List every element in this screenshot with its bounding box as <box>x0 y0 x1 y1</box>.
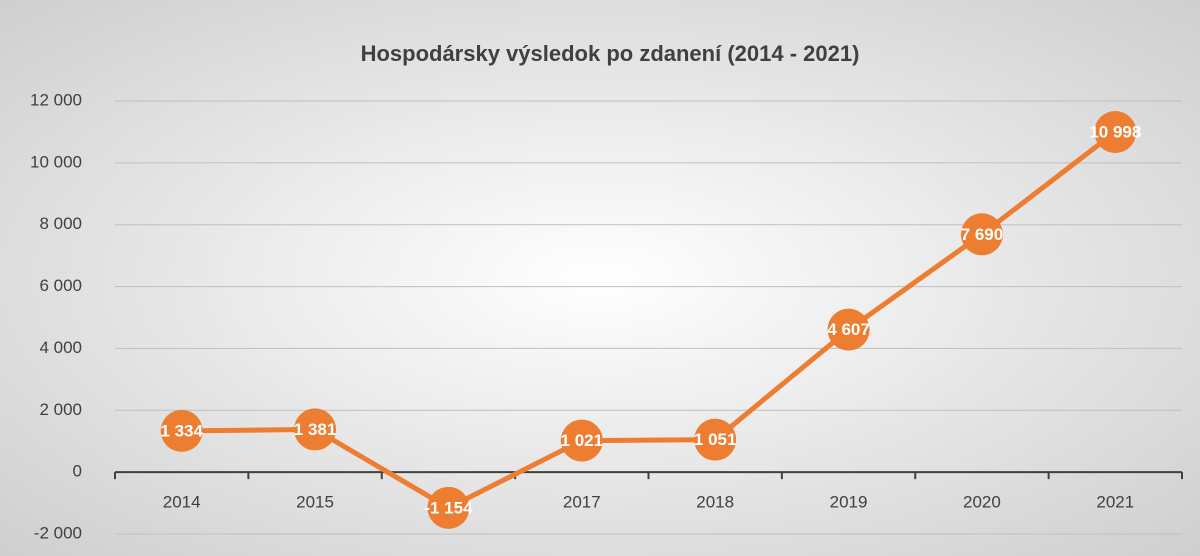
data-label: 1 051 <box>694 430 737 449</box>
y-tick-label: 0 <box>73 462 82 481</box>
marker <box>694 418 737 461</box>
marker <box>294 408 337 451</box>
data-label: 1 021 <box>561 431 604 450</box>
marker <box>1094 110 1137 153</box>
x-tick-label: 2015 <box>296 493 334 512</box>
data-label: 1 334 <box>160 421 203 440</box>
y-tick-label: 2 000 <box>39 400 82 419</box>
x-tick-label: 2018 <box>696 493 734 512</box>
y-tick-label: 10 000 <box>30 152 82 171</box>
y-tick-label: 8 000 <box>39 214 82 233</box>
data-label: 1 381 <box>294 420 337 439</box>
chart-title: Hospodársky výsledok po zdanení (2014 - … <box>361 41 860 66</box>
data-label: 4 607 <box>827 320 870 339</box>
y-tick-label: -2 000 <box>34 523 82 542</box>
marker <box>560 419 603 462</box>
x-tick-label: 2021 <box>1096 493 1134 512</box>
marker <box>427 486 470 529</box>
data-label: 7 690 <box>961 225 1004 244</box>
marker <box>827 308 870 351</box>
data-label: 10 998 <box>1089 122 1141 141</box>
x-tick-label: 2014 <box>163 493 201 512</box>
x-tick-label: 2017 <box>563 493 601 512</box>
series-line <box>181 130 1117 511</box>
x-tick-label: 2019 <box>830 493 868 512</box>
data-label: -1 154 <box>424 498 473 517</box>
marker <box>160 409 203 452</box>
x-tick-label: 2020 <box>963 493 1001 512</box>
y-tick-label: 6 000 <box>39 276 82 295</box>
y-tick-label: 12 000 <box>30 90 82 109</box>
y-tick-label: 4 000 <box>39 338 82 357</box>
marker <box>960 213 1003 256</box>
